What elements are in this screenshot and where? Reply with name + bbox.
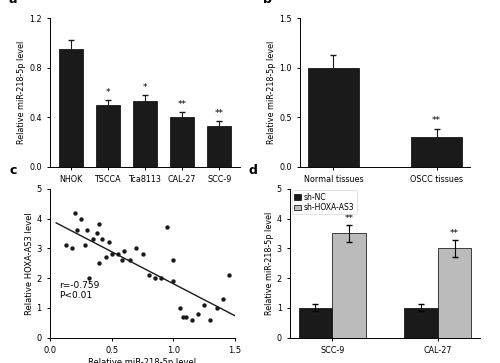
Y-axis label: Relative HOXA-AS3 level: Relative HOXA-AS3 level <box>24 212 34 315</box>
Text: **: ** <box>344 214 354 223</box>
Point <box>96 260 104 266</box>
Bar <box>170 117 194 167</box>
Point <box>225 272 233 278</box>
Point <box>86 275 94 281</box>
Text: a: a <box>8 0 16 6</box>
Point <box>151 275 159 281</box>
Bar <box>332 233 366 338</box>
Text: r=-0.759
P<0.01: r=-0.759 P<0.01 <box>60 281 100 301</box>
Text: c: c <box>10 164 16 177</box>
Point <box>80 242 88 248</box>
X-axis label: Relative miR-218-5p level: Relative miR-218-5p level <box>88 358 196 363</box>
Point <box>170 278 177 284</box>
Point <box>77 216 85 221</box>
Text: **: ** <box>432 116 441 125</box>
Point <box>114 251 122 257</box>
Text: **: ** <box>215 109 224 118</box>
Point <box>206 317 214 323</box>
Text: **: ** <box>450 229 459 237</box>
Point <box>179 314 187 320</box>
Bar <box>438 248 472 338</box>
Point <box>120 248 128 254</box>
Bar <box>207 126 232 167</box>
Point <box>126 257 134 263</box>
Text: d: d <box>248 164 257 177</box>
Text: **: ** <box>178 100 186 109</box>
Point <box>93 231 101 236</box>
Point <box>102 254 110 260</box>
Point <box>62 242 70 248</box>
Point <box>105 240 113 245</box>
Point <box>200 302 208 308</box>
Point <box>157 275 165 281</box>
Point <box>96 221 104 227</box>
Bar <box>411 137 463 167</box>
Point <box>176 305 184 311</box>
Point <box>132 245 140 251</box>
Bar <box>133 101 157 167</box>
Point <box>89 236 97 242</box>
Bar <box>58 49 83 167</box>
Bar <box>298 308 332 338</box>
Point <box>68 245 76 251</box>
Point <box>118 257 126 263</box>
Text: *: * <box>143 83 147 92</box>
Point <box>188 317 196 323</box>
Point <box>98 236 106 242</box>
Point <box>73 228 81 233</box>
Point <box>163 225 171 231</box>
Bar <box>308 68 359 167</box>
Y-axis label: Relative miR-218-5p level: Relative miR-218-5p level <box>268 41 276 144</box>
Point <box>70 210 78 216</box>
Legend: sh-NC, sh-HOXA-AS3: sh-NC, sh-HOXA-AS3 <box>292 190 356 215</box>
Point <box>144 272 152 278</box>
Point <box>194 311 202 317</box>
Point <box>83 228 91 233</box>
Point <box>170 257 177 263</box>
Bar <box>96 105 120 167</box>
Point <box>138 251 146 257</box>
Bar <box>404 308 438 338</box>
Point <box>218 296 226 302</box>
Point <box>182 314 190 320</box>
Point <box>212 305 220 311</box>
Y-axis label: Relative miR-218-5p level: Relative miR-218-5p level <box>18 41 26 144</box>
Point <box>108 251 116 257</box>
Text: b: b <box>262 0 272 6</box>
Y-axis label: Relative miR-218-5p level: Relative miR-218-5p level <box>265 212 274 315</box>
Text: *: * <box>106 88 110 97</box>
